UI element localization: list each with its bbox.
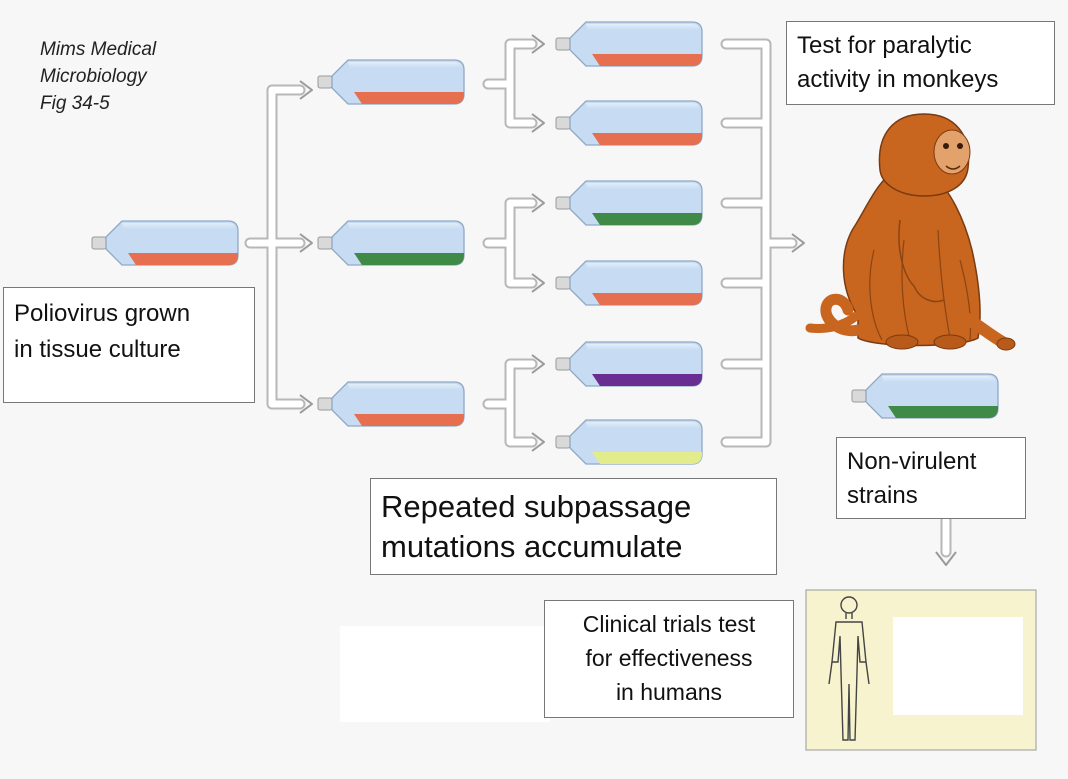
subpassage-label: Repeated subpassage mutations accumulate bbox=[370, 478, 777, 575]
arrow-icon bbox=[299, 80, 313, 100]
branch-1 bbox=[244, 84, 306, 410]
arrow-icon bbox=[531, 273, 545, 293]
arrow-icon bbox=[935, 551, 957, 566]
arrow-icon bbox=[299, 394, 313, 414]
flask-icon bbox=[317, 59, 465, 105]
arrow-icon bbox=[531, 354, 545, 374]
nonvirulent-label: Non-virulent strains bbox=[836, 437, 1026, 519]
flask-icon bbox=[555, 260, 703, 306]
flask-icon bbox=[851, 373, 999, 419]
citation-line: Microbiology bbox=[40, 66, 147, 87]
arrowheads bbox=[299, 34, 957, 566]
clinical-line: in humans bbox=[615, 679, 723, 705]
citation-line: Mims Medical bbox=[40, 39, 157, 60]
arrow-icon bbox=[531, 34, 545, 54]
arrow-icon bbox=[791, 233, 805, 253]
human-panel-blank bbox=[893, 617, 1023, 715]
flask-icon bbox=[555, 21, 703, 67]
merge-connector bbox=[720, 38, 798, 448]
flask-icon bbox=[317, 381, 465, 427]
poliovirus-line: in tissue culture bbox=[14, 336, 181, 363]
monkey-icon bbox=[805, 113, 1016, 351]
flask-icon bbox=[555, 419, 703, 465]
citation: Mims Medical Microbiology Fig 34-5 bbox=[40, 36, 156, 117]
branch-2-bottom bbox=[482, 358, 538, 448]
paralytic-line: Test for paralytic bbox=[797, 32, 972, 59]
flask-icon bbox=[555, 180, 703, 226]
arrow-icon bbox=[299, 233, 313, 253]
paralytic-label: Test for paralytic activity in monkeys bbox=[786, 21, 1055, 105]
nonvirulent-line: Non-virulent bbox=[847, 448, 977, 475]
clinical-line: Clinical trials test bbox=[582, 611, 756, 637]
white-patch bbox=[340, 626, 550, 722]
clinical-label: Clinical trials test for effectiveness i… bbox=[544, 600, 794, 718]
subpassage-line: mutations accumulate bbox=[381, 529, 683, 564]
clinical-line: for effectiveness bbox=[585, 645, 753, 671]
citation-line: Fig 34-5 bbox=[40, 93, 110, 114]
arrow-icon bbox=[531, 113, 545, 133]
subpassage-line: Repeated subpassage bbox=[381, 489, 692, 524]
flasks bbox=[91, 21, 999, 465]
nonvirulent-line: strains bbox=[847, 482, 918, 509]
poliovirus-label: Poliovirus grown in tissue culture bbox=[3, 287, 255, 403]
flask-icon bbox=[91, 220, 239, 266]
arrow-icon bbox=[531, 432, 545, 452]
branch-2-top bbox=[482, 38, 538, 129]
flask-icon bbox=[555, 100, 703, 146]
human-figure-icon bbox=[828, 596, 870, 741]
branch-2-middle bbox=[482, 197, 538, 289]
flask-icon bbox=[317, 220, 465, 266]
flask-icon bbox=[555, 341, 703, 387]
branch-connectors bbox=[244, 38, 952, 558]
poliovirus-line: Poliovirus grown bbox=[14, 300, 191, 327]
arrow-icon bbox=[531, 193, 545, 213]
paralytic-line: activity in monkeys bbox=[797, 66, 999, 93]
